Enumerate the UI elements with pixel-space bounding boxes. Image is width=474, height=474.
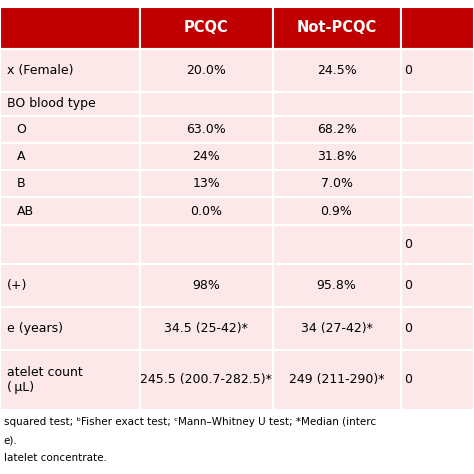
Text: 24%: 24% xyxy=(192,150,220,163)
Text: 13%: 13% xyxy=(192,177,220,191)
Bar xyxy=(0,92,140,116)
Bar xyxy=(140,170,273,198)
Text: 0.9%: 0.9% xyxy=(320,205,353,218)
Bar xyxy=(401,116,474,143)
Bar xyxy=(273,307,401,350)
Bar xyxy=(401,307,474,350)
Text: 31.8%: 31.8% xyxy=(317,150,356,163)
Bar xyxy=(0,7,140,49)
Bar xyxy=(140,307,273,350)
Text: 68.2%: 68.2% xyxy=(317,123,356,136)
Text: 34 (27-42)*: 34 (27-42)* xyxy=(301,322,373,335)
Bar xyxy=(140,350,273,410)
Text: PCQC: PCQC xyxy=(184,20,228,36)
Text: x (Female): x (Female) xyxy=(7,64,73,77)
Text: 249 (211-290)*: 249 (211-290)* xyxy=(289,374,384,386)
Text: 34.5 (25-42)*: 34.5 (25-42)* xyxy=(164,322,248,335)
Bar xyxy=(0,170,140,198)
Bar xyxy=(401,170,474,198)
Text: 95.8%: 95.8% xyxy=(317,279,356,292)
Bar xyxy=(273,198,401,225)
Bar xyxy=(273,225,401,264)
Bar xyxy=(0,198,140,225)
Bar xyxy=(273,143,401,170)
Text: atelet count
( μL): atelet count ( μL) xyxy=(7,366,83,394)
Bar xyxy=(140,198,273,225)
Bar xyxy=(401,49,474,92)
Bar xyxy=(401,264,474,307)
Text: 0: 0 xyxy=(404,322,412,335)
Bar xyxy=(401,7,474,49)
Bar xyxy=(0,116,140,143)
Text: 0: 0 xyxy=(404,64,412,77)
Text: e).: e). xyxy=(4,435,18,445)
Bar xyxy=(140,264,273,307)
Text: squared test; ᵇFisher exact test; ᶜMann–Whitney U test; *Median (interc: squared test; ᵇFisher exact test; ᶜMann–… xyxy=(4,417,376,427)
Text: Not-PCQC: Not-PCQC xyxy=(296,20,377,36)
Text: O: O xyxy=(17,123,27,136)
Bar xyxy=(273,49,401,92)
Text: 0.0%: 0.0% xyxy=(190,205,222,218)
Text: 63.0%: 63.0% xyxy=(186,123,226,136)
Text: A: A xyxy=(17,150,25,163)
Bar xyxy=(140,116,273,143)
Text: 0: 0 xyxy=(404,279,412,292)
Bar xyxy=(140,49,273,92)
Text: B: B xyxy=(17,177,25,191)
Bar xyxy=(401,143,474,170)
Text: e (years): e (years) xyxy=(7,322,63,335)
Bar xyxy=(140,143,273,170)
Bar xyxy=(401,198,474,225)
Text: AB: AB xyxy=(17,205,34,218)
Bar xyxy=(273,264,401,307)
Text: 24.5%: 24.5% xyxy=(317,64,356,77)
Text: (+): (+) xyxy=(7,279,27,292)
Text: 7.0%: 7.0% xyxy=(320,177,353,191)
Bar xyxy=(273,350,401,410)
Bar xyxy=(0,350,140,410)
Bar xyxy=(0,225,140,264)
Bar xyxy=(0,307,140,350)
Text: 98%: 98% xyxy=(192,279,220,292)
Text: 245.5 (200.7-282.5)*: 245.5 (200.7-282.5)* xyxy=(140,374,272,386)
Bar xyxy=(401,225,474,264)
Bar xyxy=(273,92,401,116)
Bar xyxy=(273,116,401,143)
Bar xyxy=(140,7,273,49)
Bar xyxy=(401,350,474,410)
Bar xyxy=(0,49,140,92)
Text: 0: 0 xyxy=(404,374,412,386)
Bar xyxy=(401,92,474,116)
Bar xyxy=(0,264,140,307)
Bar xyxy=(273,170,401,198)
Bar xyxy=(140,225,273,264)
Bar xyxy=(0,143,140,170)
Bar xyxy=(273,7,401,49)
Text: latelet concentrate.: latelet concentrate. xyxy=(4,453,107,463)
Text: 20.0%: 20.0% xyxy=(186,64,226,77)
Text: 0: 0 xyxy=(404,238,412,251)
Bar xyxy=(140,92,273,116)
Text: BO blood type: BO blood type xyxy=(7,97,96,110)
